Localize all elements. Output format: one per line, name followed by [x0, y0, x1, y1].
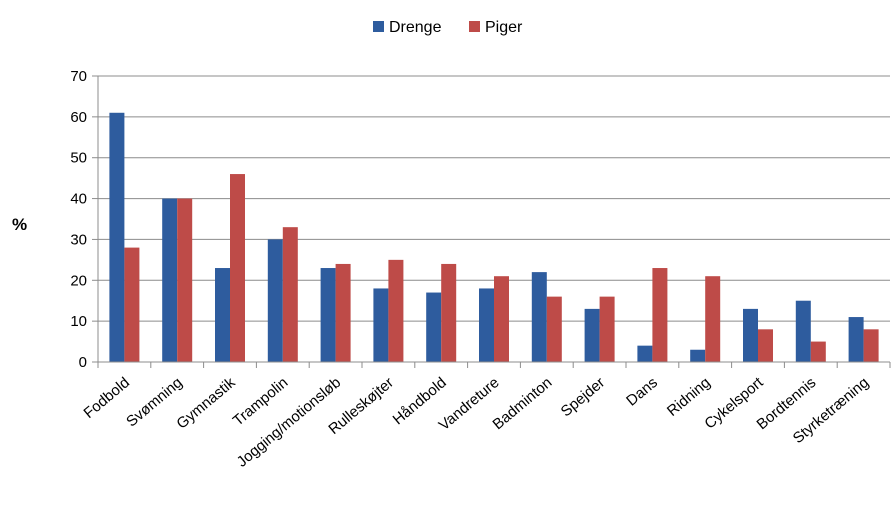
x-category-label: Dans	[623, 374, 661, 410]
y-tick-label: 70	[70, 68, 87, 85]
bar-drenge-7	[426, 292, 442, 362]
x-category-label: Badminton	[490, 374, 556, 433]
y-tick-label: 20	[70, 272, 87, 289]
bar-drenge-2	[162, 198, 178, 362]
bar-piger-9	[546, 296, 562, 362]
bar-piger-13	[758, 329, 773, 362]
legend-label-piger: Piger	[485, 19, 523, 36]
bar-drenge-9	[531, 272, 547, 362]
bar-drenge-6	[373, 288, 389, 362]
y-axis-label: %	[12, 215, 27, 234]
bar-piger-1	[124, 247, 140, 362]
bar-drenge-15	[848, 317, 864, 362]
legend: Drenge Piger	[373, 19, 523, 36]
bar-drenge-12	[690, 349, 706, 362]
bar-drenge-3	[215, 268, 230, 362]
bar-drenge-1	[109, 112, 125, 363]
x-category-label: Ridning	[664, 374, 714, 420]
bar-piger-4	[282, 227, 298, 362]
bar-piger-14	[810, 341, 826, 362]
x-category-label: Spejder	[558, 374, 609, 420]
legend-swatch-drenge	[373, 21, 384, 32]
bar-piger-7	[441, 263, 457, 362]
bar-piger-12	[705, 276, 721, 362]
legend-swatch-piger	[469, 21, 480, 32]
bar-drenge-8	[479, 288, 494, 362]
bar-piger-3	[230, 174, 245, 362]
bar-piger-2	[177, 198, 193, 362]
bar-drenge-4	[267, 239, 283, 362]
bar-drenge-11	[637, 345, 653, 362]
legend-label-drenge: Drenge	[389, 19, 442, 36]
y-tick-label: 0	[79, 354, 87, 371]
axes	[92, 75, 891, 368]
y-tick-labels: 0 10 20 30 40 50 60 70	[70, 68, 87, 371]
bar-drenge-14	[795, 300, 811, 362]
y-tick-label: 30	[70, 231, 87, 248]
x-category-labels: FodboldSvømningGymnastikTrampolinJogging…	[81, 374, 873, 471]
bar-piger-8	[494, 276, 509, 362]
x-category-label: Gymnastik	[173, 374, 239, 433]
bar-drenge-10	[584, 308, 600, 362]
y-tick-label: 10	[70, 313, 87, 330]
bar-piger-6	[388, 259, 404, 362]
bar-piger-10	[599, 296, 615, 362]
y-tick-label: 50	[70, 150, 87, 167]
y-tick-label: 40	[70, 191, 87, 208]
bar-drenge-13	[743, 308, 758, 362]
bar-drenge-5	[320, 268, 336, 362]
y-tick-label: 60	[70, 109, 87, 126]
bar-piger-15	[863, 329, 879, 362]
bars	[109, 112, 879, 363]
bar-piger-11	[652, 268, 668, 362]
bar-piger-5	[335, 263, 351, 362]
